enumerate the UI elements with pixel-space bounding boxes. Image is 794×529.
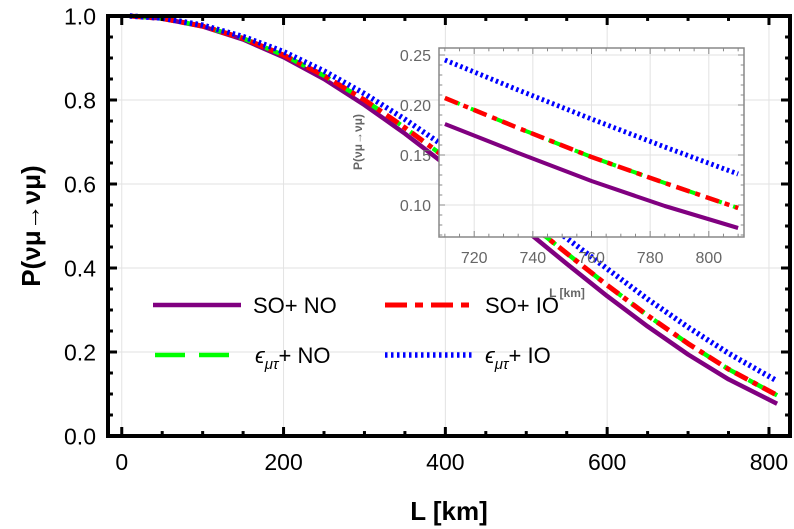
series-line-so-no-inset [444, 122, 739, 230]
main-axes: 0 200 400 600 800 0.0 0.2 0.4 0.6 0.8 1.0 [64, 3, 792, 475]
inset-axes: 720 740 760 780 800 0.10 0.15 0.20 0.25 [400, 47, 745, 267]
x-tick-label: 760 [578, 250, 605, 267]
y-tick-label: 0.0 [64, 423, 96, 449]
legend-label: SO+ NO [253, 293, 337, 318]
legend-label-main: ϵ [255, 343, 266, 368]
legend-label-main: SO+ NO [253, 293, 337, 318]
y-tick-label: 0.4 [64, 255, 96, 281]
x-tick-label: 400 [426, 449, 464, 475]
x-tick-label: 780 [637, 250, 664, 267]
x-tick-label: 740 [519, 250, 546, 267]
legend-label-tail: + NO [279, 343, 331, 368]
legend-label-subscript: μτ [494, 356, 510, 373]
legend-label: ϵμτ+ NO [255, 343, 331, 373]
x-tick-label: 200 [264, 449, 302, 475]
legend-label-main: SO+ IO [485, 293, 559, 318]
inset-chart: 720 740 760 780 800 0.10 0.15 0.20 0.25 L [km] P(ν… [351, 47, 745, 300]
x-tick-label: 600 [588, 449, 626, 475]
y-tick-label: 0.15 [400, 148, 431, 165]
y-tick-label: 0.20 [400, 98, 431, 115]
y-axis-title: P(νμ→νμ) [16, 165, 46, 286]
y-tick-label: 0.10 [400, 198, 431, 215]
y-tick-label: 1.0 [64, 3, 96, 29]
inset-x-axis-title: L [km] [549, 286, 585, 300]
x-axis-title: L [km] [410, 496, 488, 526]
x-tick-label: 800 [750, 449, 788, 475]
y-tick-label: 0.8 [64, 87, 96, 113]
x-tick-label: 0 [115, 449, 128, 475]
legend-label-tail: + IO [509, 343, 551, 368]
legend-label-main: ϵ [485, 343, 496, 368]
y-tick-label: 0.2 [64, 339, 96, 365]
inset-y-axis-title: P(νμ→νμ) [351, 114, 365, 170]
legend-label: SO+ IO [485, 293, 559, 318]
inset-series [443, 57, 739, 230]
x-tick-label: 800 [695, 250, 722, 267]
y-tick-label: 0.6 [64, 171, 96, 197]
legend-label-subscript: μτ [264, 356, 280, 373]
series-line-so-io-inset [444, 95, 739, 211]
legend-label: ϵμτ+ IO [485, 343, 551, 373]
x-tick-label: 720 [461, 250, 488, 267]
inset-grid [439, 48, 744, 237]
y-tick-label: 0.25 [400, 48, 431, 65]
